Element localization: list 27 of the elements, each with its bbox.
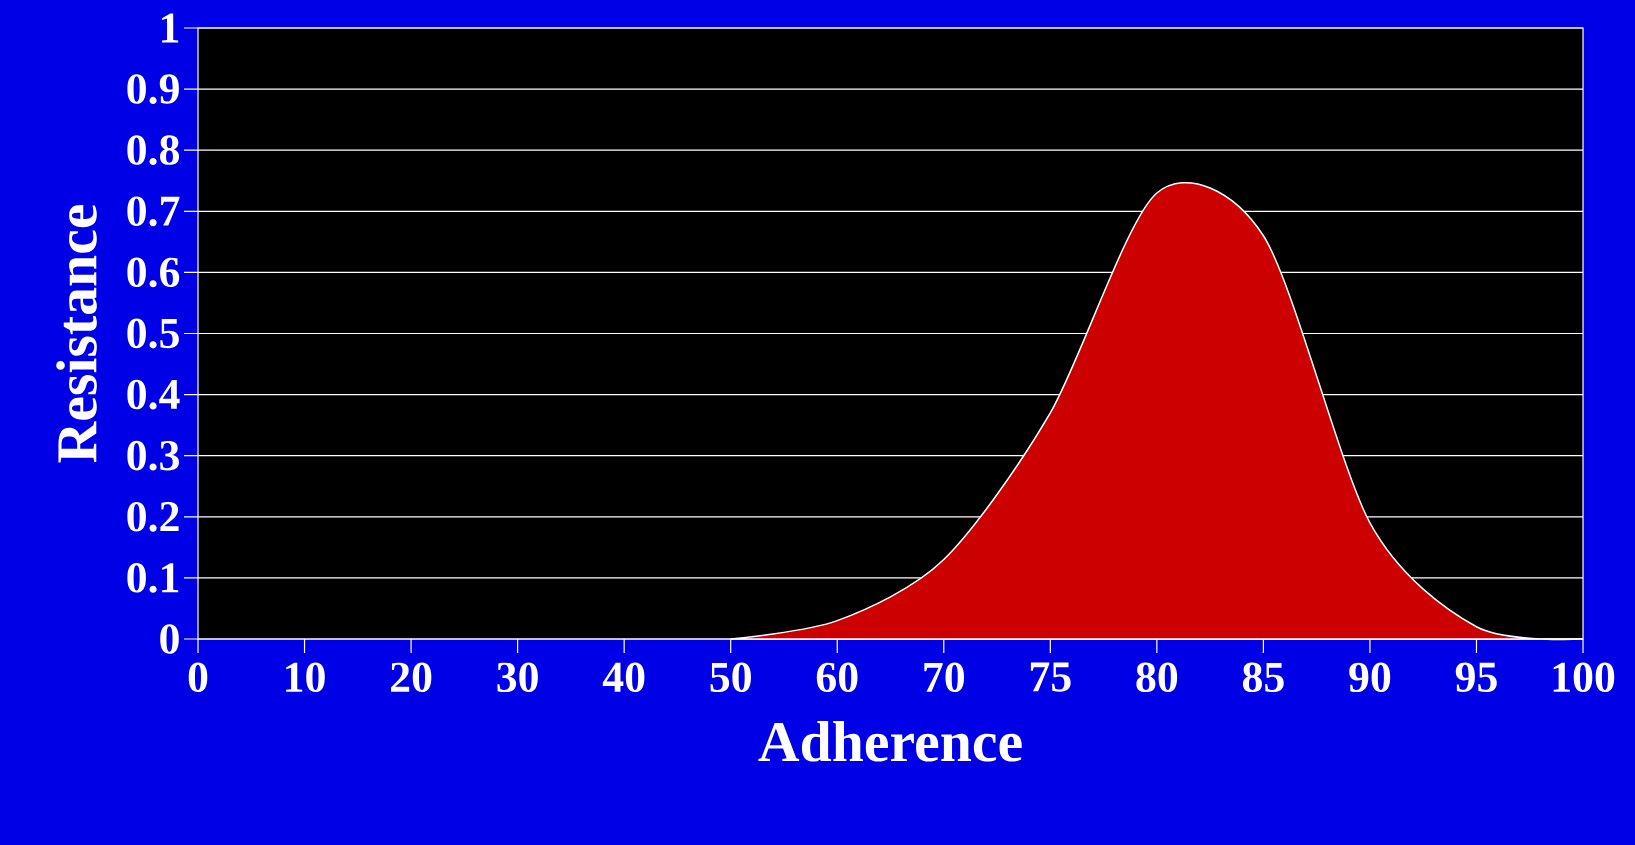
- x-tick-label: 70: [924, 662, 965, 693]
- y-tick-label: 0.2: [127, 501, 179, 532]
- x-tick-label: 50: [710, 662, 751, 693]
- x-tick-label: 85: [1242, 662, 1284, 693]
- y-tick-label: 0: [160, 624, 179, 654]
- y-tick-label: 0.1: [127, 563, 179, 593]
- y-tick-label: 0.5: [127, 318, 179, 349]
- y-tick-label: 1: [162, 13, 179, 43]
- x-tick-label: 95: [1455, 662, 1497, 692]
- y-tick-label: 0.6: [127, 257, 180, 288]
- x-tick-label: 10: [286, 662, 325, 693]
- y-tick-label: 0.3: [127, 440, 179, 471]
- x-tick-label: 100: [1553, 662, 1615, 693]
- x-tick-label: 80: [1136, 662, 1178, 693]
- y-tick-label: 0.9: [127, 74, 179, 104]
- y-tick-label: 0.4: [127, 379, 180, 410]
- x-tick-label: 30: [497, 662, 538, 693]
- x-tick-label: 75: [1030, 662, 1071, 692]
- y-axis-title: Resistance: [56, 205, 97, 463]
- x-tick-label: 20: [391, 662, 432, 693]
- y-tick-label: 0.8: [127, 135, 180, 166]
- y-tick-label: 0.7: [127, 196, 180, 227]
- x-axis-title: Adherence: [758, 720, 1022, 762]
- x-tick-label: 40: [602, 662, 645, 693]
- x-tick-label: 90: [1349, 662, 1391, 693]
- x-tick-label: 0: [188, 662, 208, 693]
- x-tick-label: 60: [816, 662, 858, 693]
